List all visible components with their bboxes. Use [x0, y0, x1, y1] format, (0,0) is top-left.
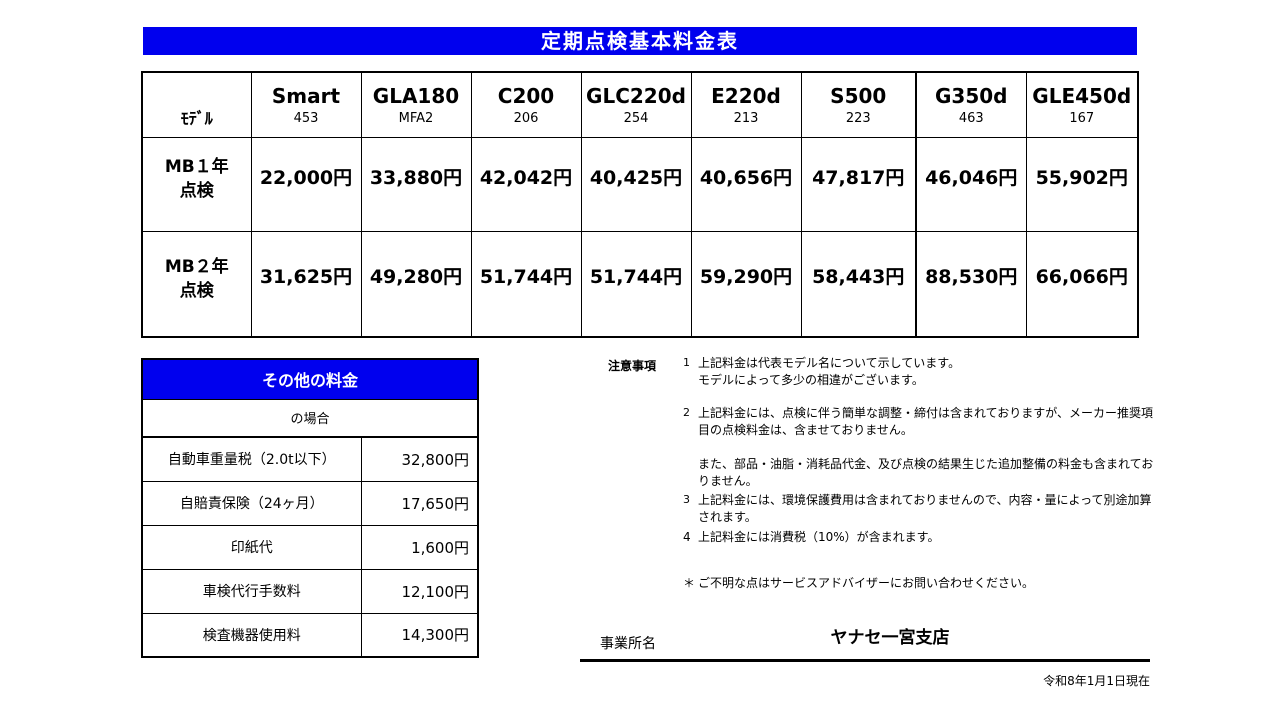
model-code: 463: [958, 111, 984, 127]
column-header-gle450d: GLE450d 167: [1025, 71, 1139, 138]
fee-cell: 51,744円: [470, 230, 582, 338]
other-fees-subheader-row: の場合: [141, 398, 479, 438]
column-header-glc220d: GLC220d 254: [580, 71, 692, 138]
note-number: 2: [683, 406, 690, 419]
note-text: 上記料金には消費税（10%）が含まれます。: [698, 530, 940, 544]
fee-cell: 22,000円: [250, 136, 362, 232]
fee-value: 1,600円: [360, 524, 479, 570]
model-code: 206: [513, 111, 539, 127]
fee-cell: 33,880円: [360, 136, 472, 232]
fee-cell: 58,443円: [800, 230, 917, 338]
note-text: 上記料金には、点検に伴う簡単な調整・締付は含まれておりますが、メーカー推奨項目の…: [698, 406, 1154, 488]
table-row-mb2: MB２年 点検 31,625円 49,280円 51,744円 51,744円 …: [141, 230, 1139, 338]
fee-cell: 31,625円: [250, 230, 362, 338]
note-number: 4: [683, 530, 691, 544]
office-underline: [580, 659, 1150, 662]
model-header-label: ﾓﾃﾞﾙ: [141, 71, 252, 138]
note-text: ご不明な点はサービスアドバイザーにお問い合わせください。: [698, 576, 1035, 590]
model-code: 167: [1069, 111, 1095, 127]
fee-value: 32,800円: [360, 436, 479, 482]
fee-label: 車検代行手数料: [141, 568, 362, 614]
model-code: MFA2: [398, 111, 434, 127]
fee-cell: 59,290円: [690, 230, 802, 338]
model-code: 223: [845, 111, 871, 127]
fee-cell: 55,902円: [1025, 136, 1139, 232]
model-header-row: ﾓﾃﾞﾙ Smart 453 GLA180 MFA2 C200 206 GLC2…: [141, 71, 1139, 138]
model-name: GLA180: [372, 84, 460, 109]
page-title: 定期点検基本料金表: [143, 27, 1137, 55]
note-number: 1: [683, 356, 690, 369]
row-label-mb2: MB２年 点検: [141, 230, 252, 338]
note-text: 上記料金には、環境保護費用は含まれておりませんので、内容・量によって別途加算され…: [698, 493, 1152, 524]
model-name: E220d: [711, 84, 781, 109]
office-name: ヤナセ一宮支店: [830, 628, 950, 648]
asterisk-marker: ＊: [683, 576, 696, 590]
fee-cell: 88,530円: [915, 230, 1027, 338]
effective-date: 令和8年1月1日現在: [1043, 674, 1150, 688]
table-row: 自賠責保険（24ヶ月） 17,650円: [141, 480, 479, 526]
notes-header: 注意事項: [608, 359, 657, 373]
model-code: 254: [623, 111, 649, 127]
other-fees-table: その他の料金 の場合 自動車重量税（2.0t以下） 32,800円 自賠責保険（…: [141, 358, 480, 658]
column-header-c200: C200 206: [470, 71, 582, 138]
column-header-s500: S500 223: [800, 71, 917, 138]
fee-cell: 46,046円: [915, 136, 1027, 232]
notes-list: 1 上記料金は代表モデル名について示しています。 モデルによって多少の相違がござ…: [683, 355, 1163, 592]
row-label-mb1: MB１年 点検: [141, 136, 252, 232]
note-text: 上記料金は代表モデル名について示しています。 モデルによって多少の相違がございま…: [698, 356, 961, 387]
inspection-fee-table: ﾓﾃﾞﾙ Smart 453 GLA180 MFA2 C200 206 GLC2…: [141, 71, 1139, 338]
model-name: G350d: [935, 84, 1008, 109]
model-code: 213: [733, 111, 759, 127]
office-label: 事業所名: [600, 636, 656, 652]
table-row: 車検代行手数料 12,100円: [141, 568, 479, 614]
fee-label: 自動車重量税（2.0t以下）: [141, 436, 362, 482]
fee-cell: 47,817円: [800, 136, 917, 232]
fee-cell: 49,280円: [360, 230, 472, 338]
note-item-asterisk: ＊ ご不明な点はサービスアドバイザーにお問い合わせください。: [683, 575, 1163, 592]
note-item-1: 1 上記料金は代表モデル名について示しています。 モデルによって多少の相違がござ…: [683, 355, 1163, 389]
table-row: 自動車重量税（2.0t以下） 32,800円: [141, 436, 479, 482]
note-item-4: 4 上記料金には消費税（10%）が含まれます。: [683, 529, 1163, 546]
fee-cell: 40,425円: [580, 136, 692, 232]
model-code: 453: [293, 111, 319, 127]
fee-label: 検査機器使用料: [141, 612, 362, 658]
fee-value: 14,300円: [360, 612, 479, 658]
fee-cell: 42,042円: [470, 136, 582, 232]
fee-cell: 40,656円: [690, 136, 802, 232]
fee-label: 印紙代: [141, 524, 362, 570]
fee-value: 12,100円: [360, 568, 479, 614]
other-fees-subheader: の場合: [141, 398, 479, 438]
column-header-e220d: E220d 213: [690, 71, 802, 138]
table-row-mb1: MB１年 点検 22,000円 33,880円 42,042円 40,425円 …: [141, 136, 1139, 232]
model-name: Smart: [271, 84, 341, 109]
table-row: 印紙代 1,600円: [141, 524, 479, 570]
other-fees-title: その他の料金: [141, 358, 479, 400]
column-header-smart: Smart 453: [250, 71, 362, 138]
other-fees-header-row: その他の料金: [141, 358, 479, 400]
fee-value: 17,650円: [360, 480, 479, 526]
model-name: S500: [830, 84, 887, 109]
model-name: C200: [497, 84, 555, 109]
model-name: GLE450d: [1032, 84, 1132, 109]
table-row: 検査機器使用料 14,300円: [141, 612, 479, 658]
fee-label: 自賠責保険（24ヶ月）: [141, 480, 362, 526]
column-header-g350d: G350d 463: [915, 71, 1027, 138]
model-name: GLC220d: [586, 84, 686, 109]
column-header-gla180: GLA180 MFA2: [360, 71, 472, 138]
note-item-2: 2 上記料金には、点検に伴う簡単な調整・締付は含まれておりますが、メーカー推奨項…: [683, 405, 1163, 490]
fee-cell: 51,744円: [580, 230, 692, 338]
fee-cell: 66,066円: [1025, 230, 1139, 338]
note-item-3: 3 上記料金には、環境保護費用は含まれておりませんので、内容・量によって別途加算…: [683, 492, 1163, 526]
note-number: 3: [683, 493, 690, 506]
